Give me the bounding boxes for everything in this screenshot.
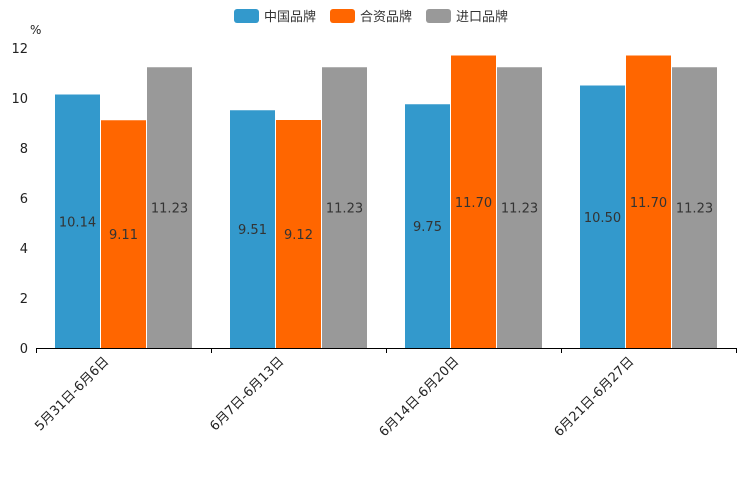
y-axis-unit-label: % [30,23,41,37]
x-category-label: 6月21日-6月27日 [552,354,638,440]
legend-label-2: 合资品牌 [360,9,412,25]
bar-2-4 [626,55,671,348]
legend: 中国品牌 合资品牌 进口品牌 [234,9,508,25]
legend-label-1: 中国品牌 [264,9,316,25]
bar-1-3 [405,104,450,348]
bar-1-2 [230,110,275,348]
y-tick-label: 12 [11,42,28,57]
bar-1-1 [55,94,100,348]
bar-2-3 [451,55,496,348]
x-axis: 5月31日-6月6日 6月7日-6月13日 6月14日-6月20日 6月21日-6月2… [32,348,737,440]
y-tick-label: 6 [20,192,28,207]
y-tick-label: 0 [20,342,28,357]
legend-label-3: 进口品牌 [456,9,508,25]
data-label-3-2: 11.23 [326,202,363,217]
bar-2-2 [276,120,321,348]
data-label-1-1: 10.14 [59,215,96,230]
data-label-3-4: 11.23 [676,202,713,217]
legend-swatch-1 [234,9,259,23]
x-category-label: 6月14日-6月20日 [377,354,463,440]
bar-2-1 [101,120,146,348]
data-label-3-3: 11.23 [501,202,538,217]
bar-3-3 [497,67,542,348]
bars [55,55,717,348]
bar-3-1 [147,67,192,348]
legend-swatch-3 [426,9,451,23]
data-label-1-2: 9.51 [238,223,267,238]
data-label-2-4: 11.70 [630,196,667,211]
data-label-3-1: 11.23 [151,202,188,217]
bar-1-4 [580,85,625,348]
y-tick-label: 10 [11,92,28,107]
data-label-2-1: 9.11 [109,228,138,243]
bar-3-4 [672,67,717,348]
y-axis: 0 2 4 6 8 10 12 [11,42,28,357]
y-tick-label: 2 [20,292,28,307]
x-category-label: 6月7日-6月13日 [207,354,287,434]
y-tick-label: 4 [20,242,28,257]
data-label-2-2: 9.12 [284,228,313,243]
data-labels: 10.14 9.11 11.23 9.51 9.12 11.23 9.75 11.70 11.2… [59,196,713,243]
data-label-2-3: 11.70 [455,196,492,211]
y-tick-label: 8 [20,142,28,157]
legend-swatch-2 [330,9,355,23]
bar-3-2 [322,67,367,348]
x-category-label: 5月31日-6月6日 [32,354,112,434]
data-label-1-3: 9.75 [413,220,442,235]
data-label-1-4: 10.50 [584,211,621,226]
